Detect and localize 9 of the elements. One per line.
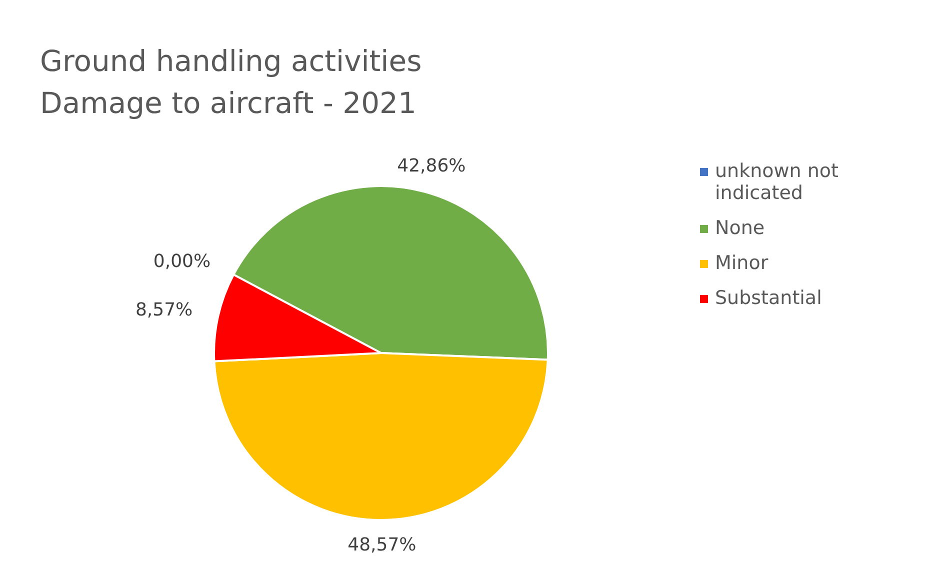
legend-label: unknown not indicated [715,160,840,204]
legend-label: Substantial [715,287,822,309]
legend-label: None [715,217,765,239]
data-label: 42,86% [397,155,466,176]
data-label: 48,57% [348,534,416,556]
data-label: 8,57% [135,300,193,321]
text: 0,00% [153,251,211,272]
legend-label: Minor [715,252,768,274]
chart-title: Ground handling activities Damage to aircraft - 2021 [40,43,422,122]
